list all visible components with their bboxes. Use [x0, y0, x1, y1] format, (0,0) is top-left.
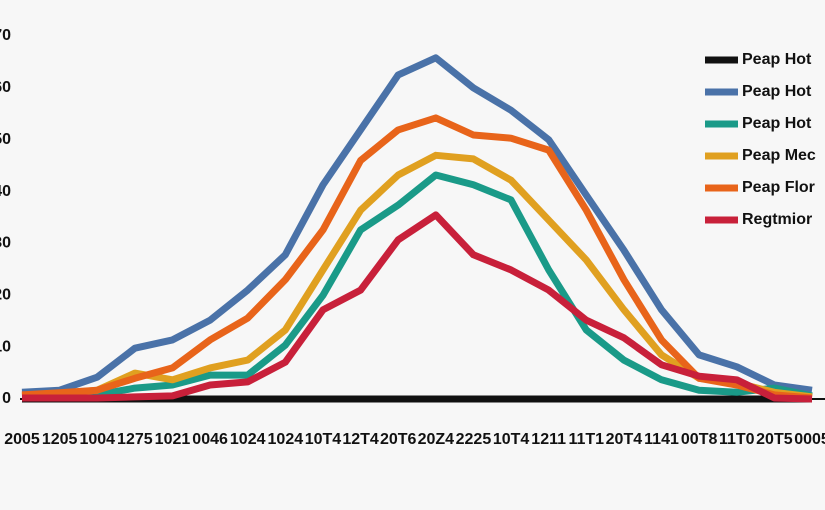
y-tick-label: 70 [0, 27, 11, 44]
x-tick-label: 1275 [117, 431, 153, 448]
legend-label: Peap Hot [742, 83, 812, 100]
x-tick-label: 1021 [155, 431, 191, 448]
series-line [21, 114, 813, 402]
x-tick-label: 11T1 [568, 431, 604, 448]
x-tick-label: 10T4 [305, 431, 342, 448]
y-tick-label: 60 [0, 79, 11, 96]
series-line [21, 54, 813, 396]
x-tick-label: 1205 [42, 431, 78, 448]
y-tick-label: 20 [0, 287, 11, 304]
y-tick-label: 50 [0, 131, 11, 148]
x-tick-label: 20T5 [756, 431, 793, 448]
series-line [22, 211, 813, 403]
x-tick-label: 0046 [192, 431, 228, 448]
x-tick-label: 12T4 [342, 431, 379, 448]
x-tick-label: 2225 [456, 431, 492, 448]
x-tick-label: 1141 [644, 431, 679, 448]
y-tick-label: 30 [0, 235, 11, 252]
y-tick-label: 10 [0, 338, 11, 355]
series-line [21, 171, 813, 401]
x-tick-label: 0005 [794, 431, 825, 448]
x-tick-label: 20T4 [606, 431, 643, 448]
x-tick-label: 10T4 [493, 431, 530, 448]
x-tick-label: 1004 [79, 431, 115, 448]
x-tick-label: 1211 [531, 431, 566, 448]
x-tick-label: 20Z4 [418, 431, 455, 448]
x-tick-label: 1024 [230, 431, 266, 448]
legend-label: Peap Hot [742, 51, 812, 68]
legend-label: Peap Hot [742, 115, 812, 132]
x-tick-label: 00T8 [681, 431, 718, 448]
x-tick-label: 11T0 [719, 431, 755, 448]
legend-label: Peap Mec [742, 147, 816, 164]
y-tick-label: 0 [2, 390, 11, 407]
x-tick-label: 20T6 [380, 431, 417, 448]
x-tick-label: 1024 [268, 431, 304, 448]
x-tick-label: 2005 [4, 431, 40, 448]
legend-label: Peap Flor [742, 179, 815, 196]
legend-label: Regtmior [742, 211, 812, 228]
y-tick-label: 40 [0, 183, 11, 200]
